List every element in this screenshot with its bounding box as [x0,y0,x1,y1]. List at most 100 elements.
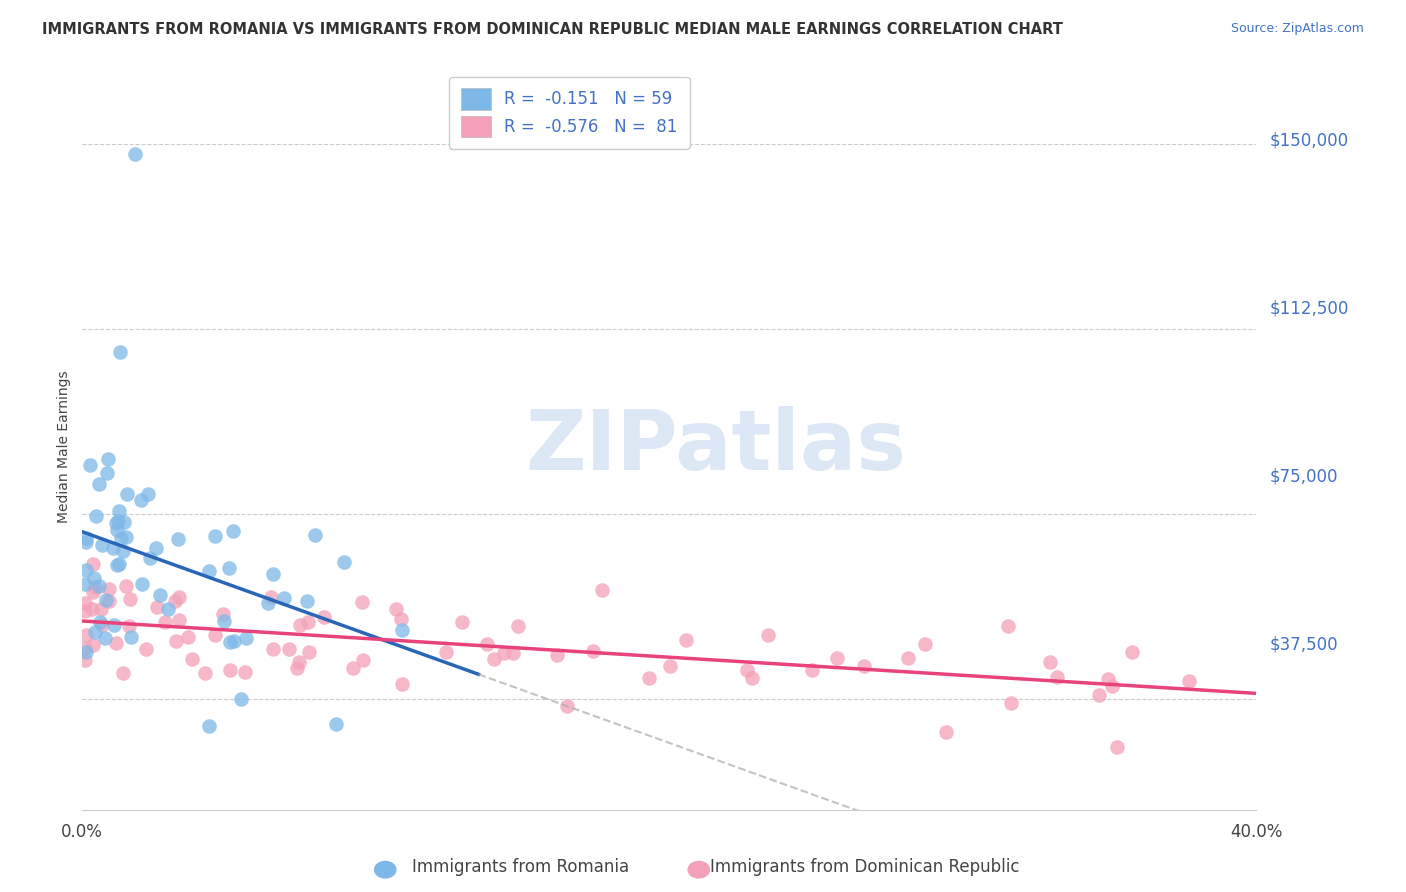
Point [997,618,1019,632]
Text: Immigrants from Romania: Immigrants from Romania [412,858,628,876]
Point [389,612,412,626]
Point [129,493,152,508]
Point [112,516,135,530]
Point [204,628,226,642]
Legend: R =  -0.151   N = 59, R =  -0.576   N =  81: R = -0.151 N = 59, R = -0.576 N = 81 [450,77,689,149]
Point [735,663,758,677]
Point [89,615,111,630]
Point [675,632,697,647]
Point [80,601,103,615]
Point [1105,740,1128,755]
Point [105,636,128,650]
Point [333,555,356,569]
Point [756,628,779,642]
Point [75,645,97,659]
Point [84,580,107,594]
Point [298,645,321,659]
Point [288,655,311,669]
Point [198,719,221,733]
Point [1121,645,1143,659]
Point [312,610,335,624]
Point [110,344,132,359]
Point [385,602,408,616]
Point [659,659,682,673]
Point [131,577,153,591]
Point [75,532,97,546]
Point [350,595,373,609]
Point [103,618,125,632]
Y-axis label: Median Male Earnings: Median Male Earnings [58,370,72,523]
Point [145,541,167,555]
Point [75,604,97,618]
Point [546,648,568,662]
Point [229,692,252,706]
Point [79,458,101,473]
Point [108,504,131,518]
Point [198,565,221,579]
Point [288,618,311,632]
Point [84,509,107,524]
Point [75,596,97,610]
Point [352,653,374,667]
Point [82,558,104,572]
Point [825,651,848,665]
Point [233,665,256,679]
Point [107,523,129,537]
Point [582,644,605,658]
Point [506,618,529,632]
Point [325,716,347,731]
Point [97,452,120,467]
Point [555,699,578,714]
Point [136,487,159,501]
Circle shape [374,862,396,878]
Point [278,641,301,656]
Point [82,584,104,599]
Point [1046,670,1069,684]
Point [75,577,97,591]
Point [262,567,284,582]
Point [115,530,138,544]
Text: Immigrants from Dominican Republic: Immigrants from Dominican Republic [710,858,1019,876]
Point [218,663,240,677]
Point [180,652,202,666]
Point [167,613,190,627]
Point [90,618,112,632]
Point [115,487,138,501]
Point [104,516,127,530]
Point [146,599,169,614]
Text: IMMIGRANTS FROM ROMANIA VS IMMIGRANTS FROM DOMINICAN REPUBLIC MEDIAN MALE EARNIN: IMMIGRANTS FROM ROMANIA VS IMMIGRANTS FR… [42,22,1063,37]
Point [204,529,226,543]
Text: ZIPatlas: ZIPatlas [526,406,907,487]
Point [167,590,190,604]
Point [502,646,524,660]
Point [295,593,318,607]
Point [120,630,142,644]
Point [76,535,98,549]
Point [257,596,280,610]
Point [87,477,110,491]
Point [118,618,141,632]
Point [1101,679,1123,693]
Point [492,646,515,660]
Point [153,615,176,629]
Point [176,630,198,644]
Point [1039,655,1062,669]
Point [342,661,364,675]
Point [219,635,242,649]
Point [212,607,235,622]
Point [157,602,180,616]
Point [194,665,217,680]
Point [110,531,132,545]
Point [852,658,875,673]
Point [96,593,118,607]
Point [75,627,97,641]
Point [91,538,114,552]
Point [304,527,326,541]
Point [89,579,111,593]
Point [212,614,235,628]
Point [120,592,142,607]
Point [75,641,97,656]
Point [83,570,105,584]
Point [260,590,283,604]
Point [273,591,295,605]
